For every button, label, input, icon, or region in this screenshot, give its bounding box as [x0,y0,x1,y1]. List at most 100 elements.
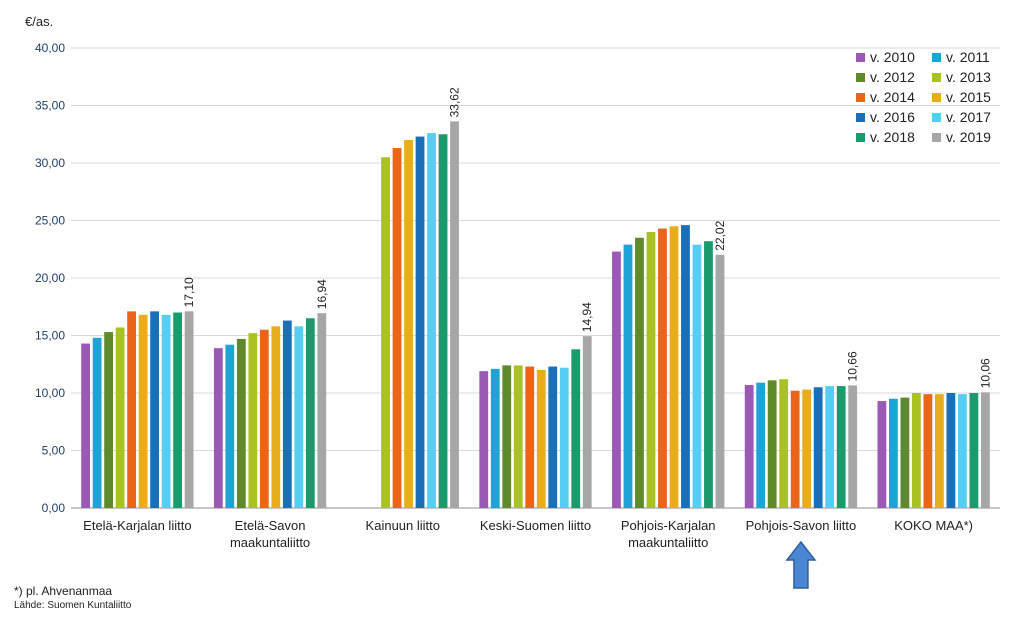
bar [900,397,910,508]
legend-label: v. 2010 [870,49,915,65]
bar [415,136,425,509]
bar [127,311,137,508]
bar [104,332,114,508]
bar [282,320,292,508]
legend-swatch [932,93,941,102]
bar [848,385,858,508]
bar [502,365,512,508]
legend-label: v. 2013 [946,69,991,85]
bar [836,386,846,508]
legend-swatch [856,133,865,142]
bar [225,344,235,508]
bar [813,387,823,508]
bar [571,349,581,508]
bar [490,368,500,508]
data-label: 16,94 [315,279,329,309]
legend-item: v. 2013 [932,69,991,85]
x-category-label: Pohjois-Karjalan maakuntaliitto [621,518,716,550]
bar [756,382,766,508]
bar [957,394,967,508]
legend-swatch [856,113,865,122]
bar [536,370,546,508]
bar [582,336,592,508]
legend-swatch [932,133,941,142]
bar [236,338,246,508]
legend-item: v. 2015 [932,89,991,105]
bar [381,157,390,508]
bar [173,312,183,508]
y-tick-label: 30,00 [35,156,65,170]
bar [248,333,258,508]
bar [646,232,656,508]
legend-label: v. 2018 [870,129,915,145]
bar [513,365,523,508]
data-label: 17,10 [182,277,196,307]
bar [888,398,898,508]
bar [980,392,990,508]
legend-item: v. 2011 [932,49,990,65]
bar [946,393,956,508]
legend-item: v. 2012 [856,69,915,85]
bar [559,367,569,508]
data-label: 10,06 [978,358,992,388]
data-label: 14,94 [580,302,594,332]
x-category-label: Pohjois-Savon liitto [746,518,857,533]
bar [115,327,125,508]
bar [704,241,713,508]
legend-swatch [932,113,941,122]
legend-item: v. 2014 [856,89,915,105]
x-category-label: Keski-Suomen liitto [480,518,591,533]
bar [184,311,194,508]
y-tick-label: 0,00 [42,501,66,515]
y-tick-label: 25,00 [35,214,65,228]
y-tick-label: 5,00 [42,444,66,458]
data-labels: 17,10 16,94 33,62 14,94 22,02 10,66 10,06 [182,87,992,388]
bar [658,228,667,509]
bar [969,393,979,508]
bar [259,329,269,508]
legend-label: v. 2014 [870,89,915,105]
bar [317,313,327,508]
bar [877,401,887,508]
data-label: 22,02 [713,220,727,250]
y-axis-tick-labels: 0,00 5,00 10,00 15,00 20,00 25,00 30,00 35,00 40… [35,41,65,515]
legend-label: v. 2015 [946,89,991,105]
y-tick-label: 35,00 [35,99,65,113]
y-tick-label: 15,00 [35,329,65,343]
bar [802,389,812,508]
bar [779,379,789,508]
bar [138,314,148,508]
legend-label: v. 2017 [946,109,991,125]
bar [438,134,448,508]
bar [744,384,754,508]
legend-item: v. 2019 [932,129,991,145]
bar [911,393,921,508]
bar [150,311,160,508]
bar [294,326,304,508]
source-note: Lähde: Suomen Kuntaliitto [14,600,132,611]
y-axis-title: €/as. [25,14,53,29]
bar [92,337,102,508]
legend-swatch [932,73,941,82]
legend-label: v. 2019 [946,129,991,145]
data-label: 33,62 [448,87,462,117]
bar [934,394,944,508]
bar [548,366,558,508]
bar [305,318,315,508]
bar [669,226,679,508]
legend-item: v. 2017 [932,109,991,125]
bar [450,121,459,509]
data-label: 10,66 [846,351,860,381]
bar [271,326,281,508]
bar [825,386,835,508]
y-tick-label: 10,00 [35,386,65,400]
x-category-label: Etelä-Karjalan liitto [83,518,191,533]
legend-swatch [856,93,865,102]
legend-swatch [932,53,941,62]
bar [479,371,489,508]
legend-item: v. 2010 [856,49,915,65]
legend: v. 2010 v. 2011 v. 2012 v. 2013 v. 2014 v. 20… [856,49,991,145]
bar [525,366,535,508]
